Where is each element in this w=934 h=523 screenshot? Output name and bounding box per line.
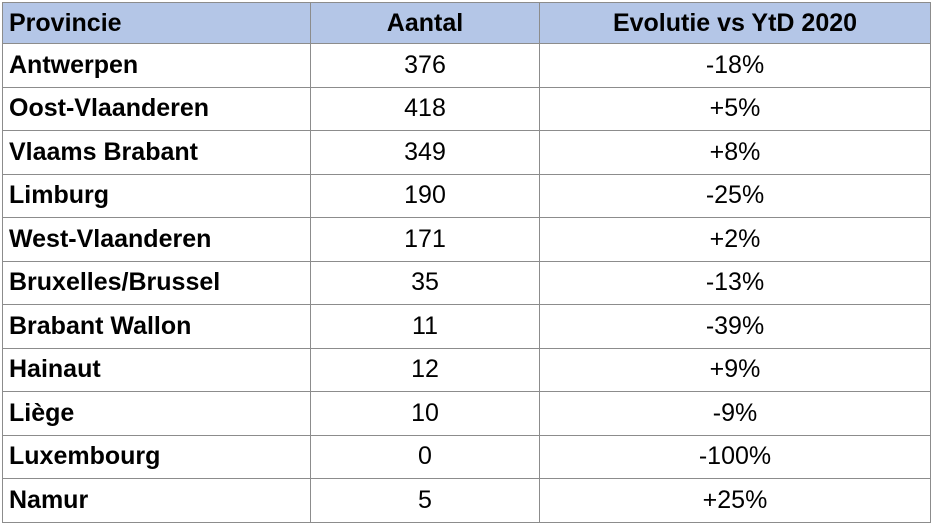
table-row: Liège 10 -9% bbox=[2, 391, 931, 436]
cell-provincie: Oost-Vlaanderen bbox=[2, 86, 311, 131]
cell-aantal: 11 bbox=[310, 304, 540, 349]
table-row: Bruxelles/Brussel 35 -13% bbox=[2, 260, 931, 305]
cell-aantal: 5 bbox=[310, 478, 540, 523]
cell-aantal: 376 bbox=[310, 43, 540, 88]
cell-evolutie: -13% bbox=[539, 260, 931, 305]
column-header-aantal: Aantal bbox=[310, 2, 540, 44]
column-header-provincie: Provincie bbox=[2, 2, 311, 44]
cell-provincie: Limburg bbox=[2, 173, 311, 218]
cell-provincie: Namur bbox=[2, 478, 311, 523]
cell-evolutie: +8% bbox=[539, 130, 931, 175]
cell-evolutie: -9% bbox=[539, 391, 931, 436]
cell-evolutie: +2% bbox=[539, 217, 931, 262]
table-body: Antwerpen 376 -18% Oost-Vlaanderen 418 +5% Vla… bbox=[2, 43, 931, 523]
table-header: Provincie Aantal Evolutie vs YtD 2020 bbox=[2, 2, 931, 44]
cell-aantal: 190 bbox=[310, 173, 540, 218]
column-header-evolutie: Evolutie vs YtD 2020 bbox=[539, 2, 931, 44]
cell-evolutie: -18% bbox=[539, 43, 931, 88]
cell-provincie: Vlaams Brabant bbox=[2, 130, 311, 175]
table-row: Antwerpen 376 -18% bbox=[2, 43, 931, 88]
cell-evolutie: -25% bbox=[539, 173, 931, 218]
cell-aantal: 0 bbox=[310, 434, 540, 479]
table-row: Limburg 190 -25% bbox=[2, 173, 931, 218]
cell-evolutie: -39% bbox=[539, 304, 931, 349]
cell-aantal: 171 bbox=[310, 217, 540, 262]
cell-aantal: 349 bbox=[310, 130, 540, 175]
cell-provincie: Brabant Wallon bbox=[2, 304, 311, 349]
cell-provincie: Luxembourg bbox=[2, 434, 311, 479]
table-row: Brabant Wallon 11 -39% bbox=[2, 304, 931, 349]
cell-provincie: Antwerpen bbox=[2, 43, 311, 88]
header-row: Provincie Aantal Evolutie vs YtD 2020 bbox=[2, 2, 931, 44]
cell-aantal: 35 bbox=[310, 260, 540, 305]
table-row: Vlaams Brabant 349 +8% bbox=[2, 130, 931, 175]
cell-aantal: 418 bbox=[310, 86, 540, 131]
cell-evolutie: +9% bbox=[539, 347, 931, 392]
cell-evolutie: +25% bbox=[539, 478, 931, 523]
cell-aantal: 10 bbox=[310, 391, 540, 436]
cell-evolutie: -100% bbox=[539, 434, 931, 479]
cell-provincie: Liège bbox=[2, 391, 311, 436]
cell-aantal: 12 bbox=[310, 347, 540, 392]
table-row: Namur 5 +25% bbox=[2, 478, 931, 523]
table-row: Oost-Vlaanderen 418 +5% bbox=[2, 86, 931, 131]
cell-provincie: West-Vlaanderen bbox=[2, 217, 311, 262]
table-row: Luxembourg 0 -100% bbox=[2, 434, 931, 479]
cell-evolutie: +5% bbox=[539, 86, 931, 131]
table-row: West-Vlaanderen 171 +2% bbox=[2, 217, 931, 262]
cell-provincie: Bruxelles/Brussel bbox=[2, 260, 311, 305]
table-row: Hainaut 12 +9% bbox=[2, 347, 931, 392]
cell-provincie: Hainaut bbox=[2, 347, 311, 392]
